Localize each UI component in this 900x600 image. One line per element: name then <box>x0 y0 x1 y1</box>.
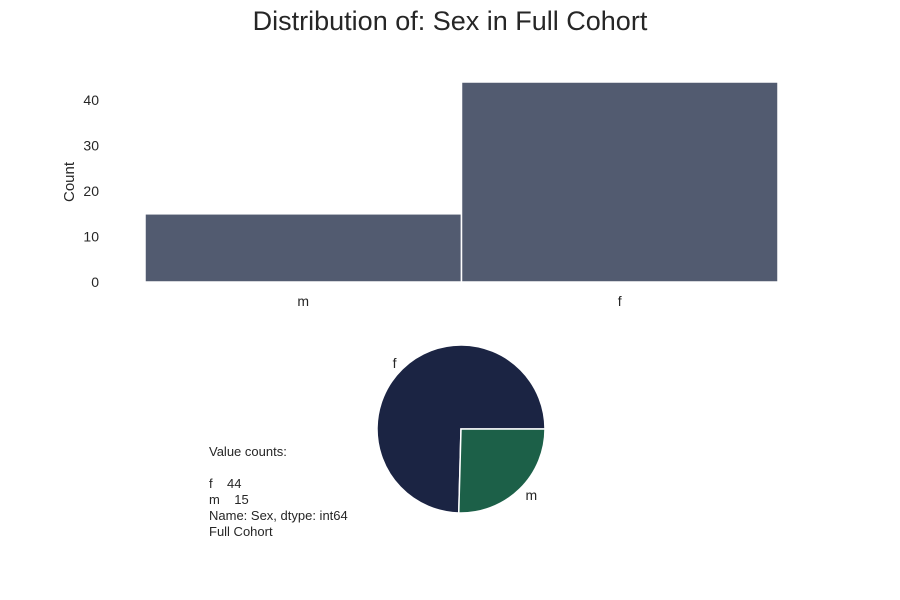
value-counts-line: Name: Sex, dtype: int64 <box>209 508 348 523</box>
bar-m <box>144 213 463 283</box>
y-tick-label: 30 <box>83 138 99 154</box>
x-tick-label: m <box>297 293 309 309</box>
value-counts-line: Value counts: <box>209 444 287 459</box>
value-counts-line: Full Cohort <box>209 524 273 539</box>
bar-chart: m f 0 10 20 30 40 Count <box>61 81 779 309</box>
chart-title: Distribution of: Sex in Full Cohort <box>252 6 648 36</box>
pie-label-m: m <box>525 487 537 503</box>
y-tick-label: 0 <box>91 274 99 290</box>
pie-chart: fm <box>376 344 546 514</box>
y-tick-label: 40 <box>83 92 99 108</box>
value-counts-line: m 15 <box>209 492 249 507</box>
y-tick-label: 20 <box>83 183 99 199</box>
pie-slice-f <box>376 344 546 514</box>
y-tick-label: 10 <box>83 229 99 245</box>
y-axis-label: Count <box>61 161 78 202</box>
value-counts-line <box>209 460 348 476</box>
pie-label-f: f <box>393 355 397 371</box>
x-tick-label: f <box>618 293 622 309</box>
pie-slice-m <box>457 428 546 514</box>
bar-f <box>460 81 779 283</box>
value-counts-text: Value counts: f 44 m 15 Name: Sex, dtype: … <box>209 444 348 540</box>
value-counts-line: f 44 <box>209 476 242 491</box>
